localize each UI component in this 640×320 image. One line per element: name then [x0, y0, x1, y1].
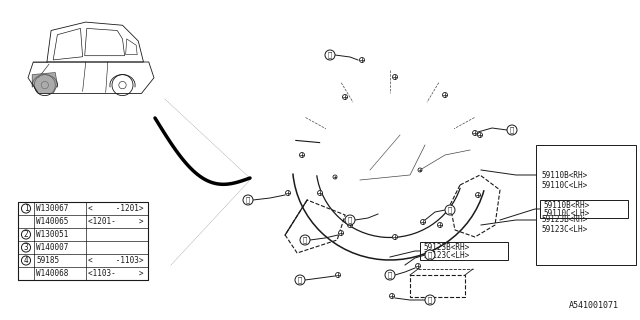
Circle shape	[325, 50, 335, 60]
Text: 2: 2	[24, 230, 28, 239]
Circle shape	[335, 273, 340, 277]
Circle shape	[420, 220, 426, 225]
Circle shape	[360, 58, 365, 62]
Text: W130051: W130051	[36, 230, 68, 239]
Text: ③: ③	[298, 277, 302, 283]
Text: 59185: 59185	[36, 256, 59, 265]
Text: 59123C<LH>: 59123C<LH>	[541, 226, 588, 235]
Text: 3: 3	[24, 243, 28, 252]
Circle shape	[285, 190, 291, 196]
Circle shape	[22, 230, 31, 239]
Circle shape	[445, 205, 455, 215]
Text: 59110B<RH>: 59110B<RH>	[543, 201, 589, 210]
Circle shape	[339, 230, 344, 236]
Circle shape	[438, 222, 442, 228]
Circle shape	[390, 293, 394, 299]
Circle shape	[415, 263, 420, 268]
Bar	[540, 200, 628, 218]
Text: W140065: W140065	[36, 217, 68, 226]
Bar	[420, 242, 508, 260]
Text: 59123B<RH>: 59123B<RH>	[541, 215, 588, 225]
Text: <1201-     >: <1201- >	[88, 217, 143, 226]
Text: ①: ①	[303, 237, 307, 243]
Circle shape	[385, 270, 395, 280]
Text: ①: ①	[348, 217, 352, 223]
Text: ①: ①	[246, 197, 250, 203]
Circle shape	[442, 92, 447, 98]
Circle shape	[22, 256, 31, 265]
Bar	[18, 202, 148, 280]
Text: <     -1201>: < -1201>	[88, 204, 143, 213]
Text: ③: ③	[388, 272, 392, 278]
Bar	[536, 145, 636, 265]
Bar	[410, 275, 465, 297]
Circle shape	[425, 250, 435, 260]
Text: ②: ②	[510, 127, 514, 133]
Text: ②: ②	[428, 252, 432, 258]
Text: ②: ②	[448, 207, 452, 213]
Circle shape	[507, 125, 517, 135]
Circle shape	[392, 235, 397, 239]
Text: A541001071: A541001071	[569, 301, 619, 310]
Circle shape	[476, 193, 481, 197]
Circle shape	[22, 204, 31, 213]
Circle shape	[348, 222, 353, 228]
Text: <1103-     >: <1103- >	[88, 269, 143, 278]
Text: 59123B<RH>: 59123B<RH>	[423, 243, 469, 252]
Circle shape	[425, 295, 435, 305]
Text: 4: 4	[24, 256, 28, 265]
Circle shape	[22, 243, 31, 252]
Circle shape	[300, 235, 310, 245]
Circle shape	[317, 190, 323, 196]
Text: 59123C<LH>: 59123C<LH>	[423, 251, 469, 260]
Text: 59110C<LH>: 59110C<LH>	[543, 209, 589, 218]
Text: ①: ①	[328, 52, 332, 58]
Text: ④: ④	[428, 297, 432, 303]
Circle shape	[477, 132, 483, 138]
Circle shape	[300, 153, 305, 157]
Text: 59110B<RH>: 59110B<RH>	[541, 171, 588, 180]
Text: W130067: W130067	[36, 204, 68, 213]
Polygon shape	[32, 73, 58, 93]
Circle shape	[392, 75, 397, 79]
Circle shape	[243, 195, 253, 205]
Text: W140068: W140068	[36, 269, 68, 278]
Circle shape	[333, 175, 337, 179]
Text: <     -1103>: < -1103>	[88, 256, 143, 265]
Text: 59110C<LH>: 59110C<LH>	[541, 180, 588, 189]
Text: 1: 1	[24, 204, 28, 213]
Text: W140007: W140007	[36, 243, 68, 252]
Circle shape	[472, 131, 477, 135]
Circle shape	[418, 168, 422, 172]
Circle shape	[295, 275, 305, 285]
Circle shape	[342, 94, 348, 100]
Circle shape	[345, 215, 355, 225]
